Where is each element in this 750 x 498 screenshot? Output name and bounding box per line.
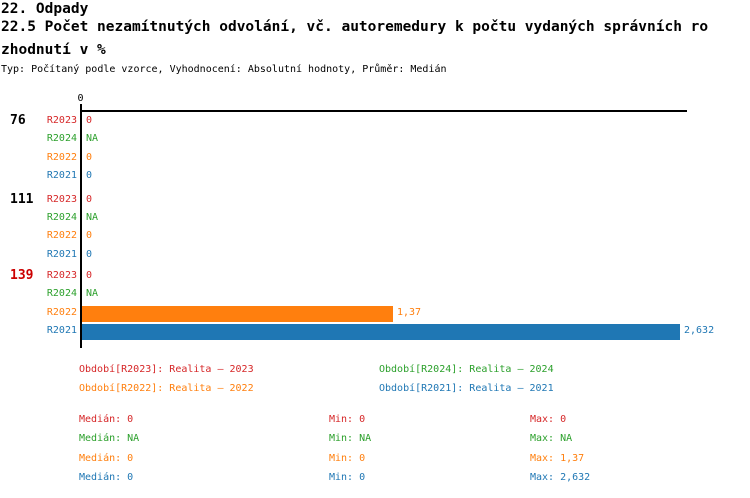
series-label: R2021 xyxy=(46,249,77,260)
stat-max: Max: 2,632 xyxy=(530,472,591,483)
series-label: R2021 xyxy=(46,325,77,336)
series-label: R2021 xyxy=(46,170,77,181)
bar-value-label: 1,37 xyxy=(397,307,422,318)
series-label: R2022 xyxy=(46,230,77,241)
value-label: 0 xyxy=(86,194,93,205)
value-label: 0 xyxy=(86,115,93,126)
bar-r2021 xyxy=(82,324,680,340)
group-label-139: 139 xyxy=(10,268,34,283)
bar-value-label: 2,632 xyxy=(684,325,715,336)
value-label: 0 xyxy=(86,152,93,163)
bar-r2022 xyxy=(82,306,393,322)
meta-info: Typ: Počítaný podle vzorce, Vyhodnocení:… xyxy=(1,64,447,75)
stat-max: Max: 0 xyxy=(530,414,567,425)
stat-min: Min: NA xyxy=(329,433,372,444)
value-label: NA xyxy=(86,288,99,299)
stat-median: Medián: NA xyxy=(79,433,140,444)
stat-median: Medián: 0 xyxy=(79,414,134,425)
series-label: R2024 xyxy=(46,288,77,299)
series-label: R2023 xyxy=(46,194,77,205)
axis-origin-tick-label: 0 xyxy=(77,93,84,104)
stat-min: Min: 0 xyxy=(329,414,366,425)
series-label: R2024 xyxy=(46,133,77,144)
stat-median: Medián: 0 xyxy=(79,453,134,464)
legend-item-r2021: Období[R2021]: Realita – 2021 xyxy=(379,383,554,394)
stat-min: Min: 0 xyxy=(329,472,366,483)
legend-item-r2024: Období[R2024]: Realita – 2024 xyxy=(379,364,554,375)
value-label: NA xyxy=(86,133,99,144)
stat-max: Max: 1,37 xyxy=(530,453,585,464)
stat-min: Min: 0 xyxy=(329,453,366,464)
value-label: 0 xyxy=(86,170,93,181)
legend-item-r2023: Období[R2023]: Realita – 2023 xyxy=(79,364,254,375)
stat-max: Max: NA xyxy=(530,433,573,444)
series-label: R2023 xyxy=(46,115,77,126)
page-subtitle-line2: zhodnutí v % xyxy=(1,42,106,58)
stat-median: Medián: 0 xyxy=(79,472,134,483)
value-label: 0 xyxy=(86,270,93,281)
x-axis-line xyxy=(80,110,687,112)
series-label: R2022 xyxy=(46,152,77,163)
series-label: R2024 xyxy=(46,212,77,223)
series-label: R2023 xyxy=(46,270,77,281)
legend-item-r2022: Období[R2022]: Realita – 2022 xyxy=(79,383,254,394)
value-label: 0 xyxy=(86,230,93,241)
page-title: 22. Odpady xyxy=(1,1,89,17)
value-label: 0 xyxy=(86,249,93,260)
group-label-76: 76 xyxy=(10,113,26,128)
y-axis-line xyxy=(80,104,82,348)
value-label: NA xyxy=(86,212,99,223)
page-subtitle-line1: 22.5 Počet nezamítnutých odvolání, vč. a… xyxy=(1,19,709,35)
series-label: R2022 xyxy=(46,307,77,318)
group-label-111: 111 xyxy=(10,192,34,207)
